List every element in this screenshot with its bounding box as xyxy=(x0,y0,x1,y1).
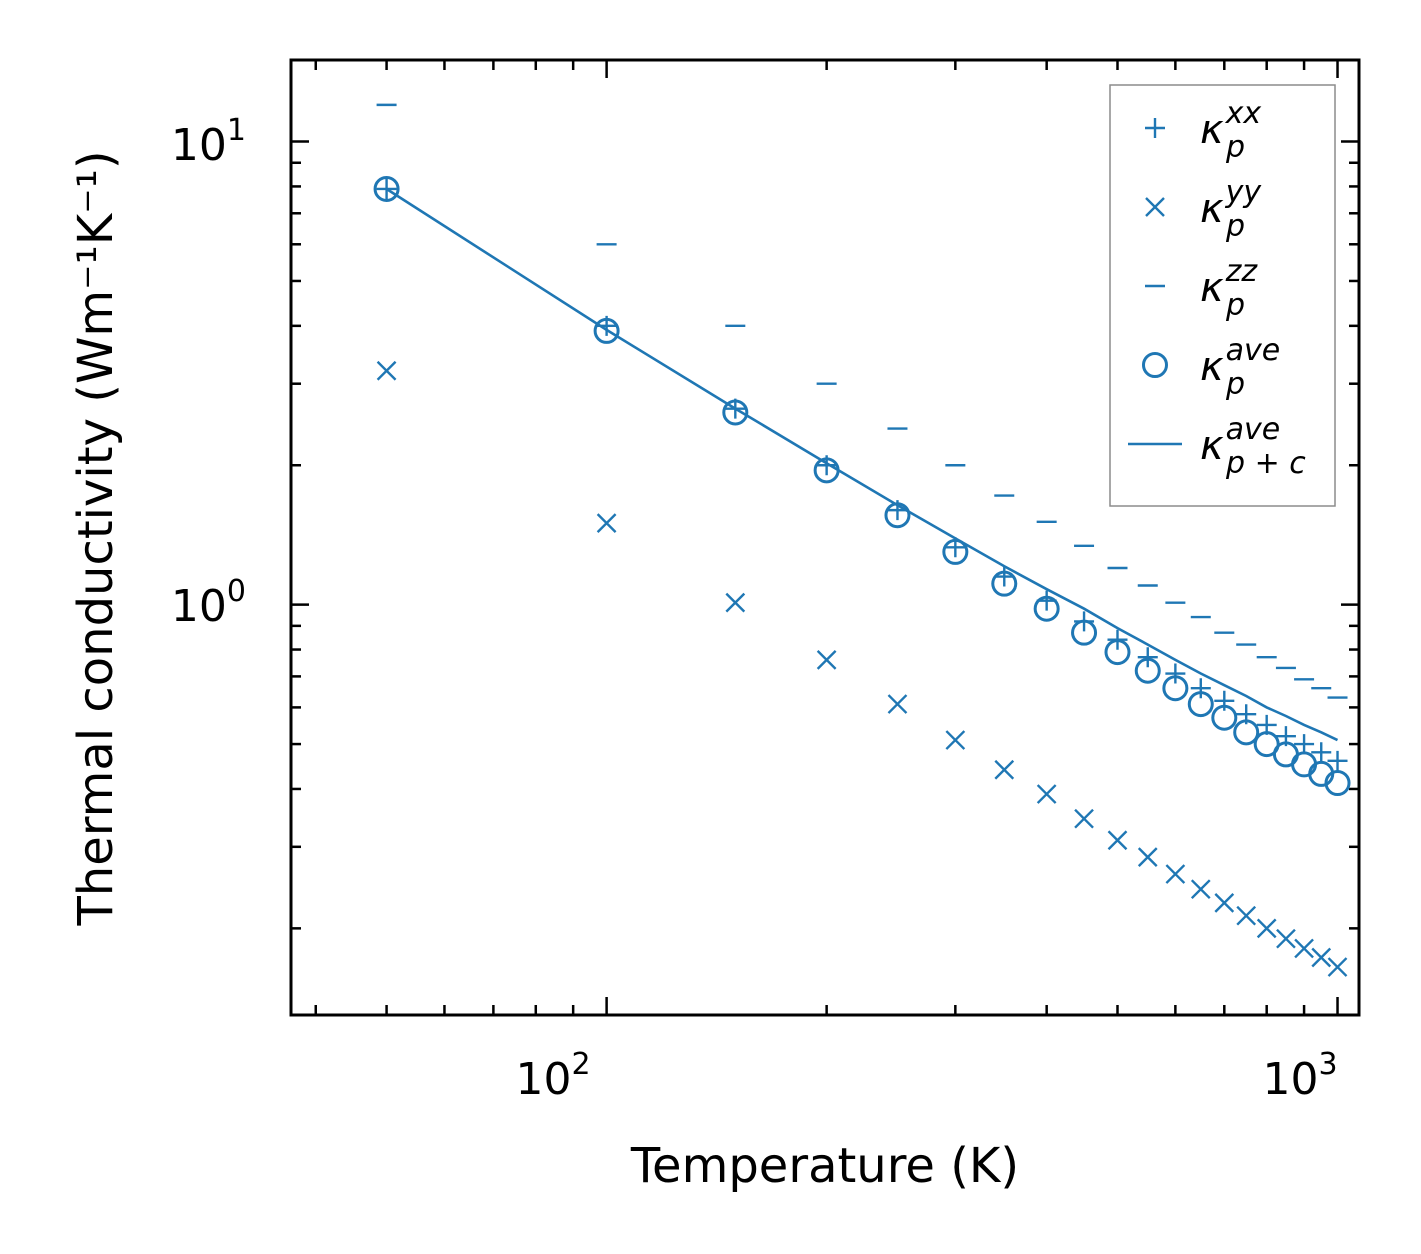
series-line-kave-pc xyxy=(385,187,1339,742)
point-kyy xyxy=(376,360,397,381)
point-kave xyxy=(1071,619,1098,646)
point-kxx xyxy=(1165,663,1186,684)
point-kyy xyxy=(1190,879,1211,900)
point-kxx xyxy=(1294,734,1315,755)
point-kxx xyxy=(1311,742,1332,763)
point-kyy xyxy=(1137,847,1158,867)
legend-label-kave-pc: κave p + c xyxy=(1200,412,1306,481)
point-kxx xyxy=(376,178,397,199)
point-kave xyxy=(1187,691,1214,718)
point-kyy xyxy=(1214,893,1235,913)
point-kyy xyxy=(945,730,966,750)
legend: κxx p κyy p κzz p κave p κave p + c xyxy=(1109,84,1336,507)
point-kyy xyxy=(887,694,908,714)
x-tick-label: 103 xyxy=(1262,1047,1337,1105)
y-tick-label: 101 xyxy=(171,113,246,171)
point-kyy xyxy=(994,759,1015,780)
point-kave xyxy=(1324,770,1351,797)
axis-ticks xyxy=(291,60,1359,1015)
point-kxx xyxy=(1137,647,1158,668)
point-kave xyxy=(1233,719,1260,746)
point-kyy xyxy=(1165,864,1186,884)
legend-label-kxx: κxx p xyxy=(1200,96,1261,165)
point-kave xyxy=(1033,595,1060,622)
point-kave xyxy=(593,317,620,344)
legend-marker-kyy xyxy=(1145,197,1165,217)
legend-label-kave: κave p xyxy=(1200,333,1280,402)
point-kxx xyxy=(1327,750,1348,771)
legend-marker-kave xyxy=(1142,352,1168,378)
point-kyy xyxy=(1256,918,1277,939)
point-kyy xyxy=(1107,830,1128,851)
data-marks xyxy=(373,103,1351,977)
point-kave xyxy=(1134,657,1161,684)
point-kxx xyxy=(994,566,1015,587)
legend-label-kyy: κyy p xyxy=(1200,175,1262,244)
point-kxx xyxy=(1190,678,1211,699)
legend-marker-kxx xyxy=(1145,118,1165,138)
point-kave xyxy=(991,570,1018,597)
point-kyy xyxy=(1074,808,1094,829)
plot-frame xyxy=(289,58,1361,1017)
point-kyy xyxy=(1036,784,1057,804)
y-axis-label: Thermal conductivity (Wm⁻¹K⁻¹) xyxy=(68,150,124,926)
point-kyy xyxy=(1327,957,1348,977)
point-kyy xyxy=(725,592,746,613)
point-kyy xyxy=(816,650,837,670)
point-kyy xyxy=(1294,938,1314,959)
x-axis-label: Temperature (K) xyxy=(630,1138,1019,1194)
point-kave xyxy=(1291,751,1318,778)
point-kyy xyxy=(596,513,617,533)
point-kave xyxy=(1162,675,1189,702)
y-tick-label: 100 xyxy=(171,574,246,632)
x-tick-label: 102 xyxy=(515,1047,590,1105)
point-kave xyxy=(1104,639,1131,666)
point-kyy xyxy=(1276,928,1296,949)
point-kyy xyxy=(1236,905,1257,926)
point-kave xyxy=(942,538,969,565)
point-kave xyxy=(1211,704,1238,731)
point-kave xyxy=(373,175,400,202)
legend-frame xyxy=(1109,84,1336,507)
point-kave xyxy=(722,399,749,426)
point-kyy xyxy=(1311,947,1332,968)
legend-label-kzz: κzz p xyxy=(1200,254,1258,323)
